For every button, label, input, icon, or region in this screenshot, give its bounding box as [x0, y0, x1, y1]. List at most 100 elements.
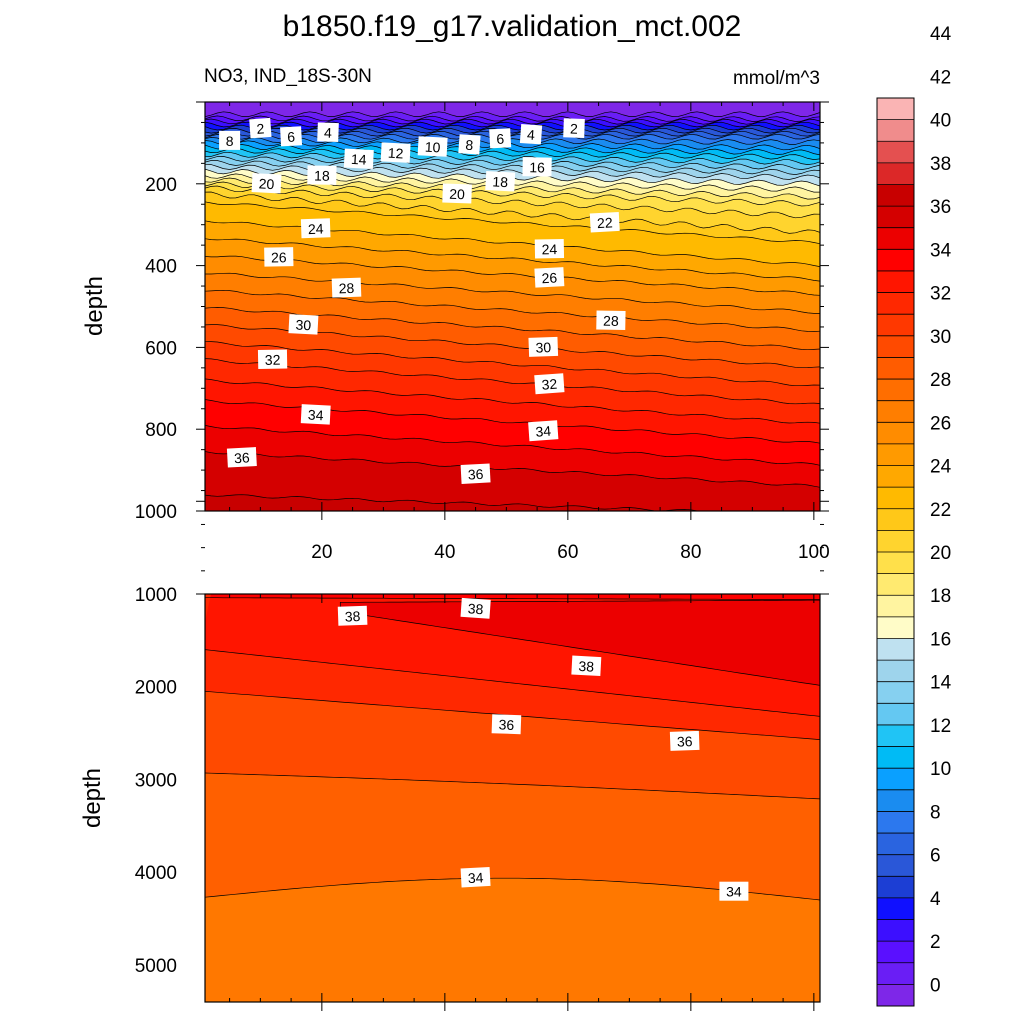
y-tick-label: 400: [145, 257, 177, 278]
contour-label-box: [571, 655, 602, 677]
lower-contour-line: [205, 649, 820, 717]
upper-contour-line: [205, 341, 820, 387]
y-tick-label: 5000: [135, 956, 177, 977]
colorbar-box: [877, 876, 914, 899]
contour-label: 2: [249, 117, 272, 139]
x-tick-label: 80: [680, 542, 701, 563]
contour-label-text: 28: [338, 280, 354, 297]
contour-label: 34: [719, 881, 749, 901]
colorbar-box: [877, 206, 914, 229]
colorbar-box: [877, 98, 914, 120]
contour-label-box: [534, 238, 565, 259]
lower-fill-band-lens: [339, 599, 820, 686]
contour-label-box: [491, 714, 522, 735]
y-tick-label: 200: [145, 175, 177, 196]
upper-contour-line: [205, 151, 820, 165]
upper-contour-line: [205, 378, 820, 424]
contour-label-box: [331, 277, 362, 298]
contour-label: 8: [458, 134, 481, 155]
x-tick-label: 40: [434, 542, 455, 563]
contour-label-text: 34: [726, 884, 742, 900]
colorbar-label: 36: [930, 197, 951, 218]
colorbar-box: [877, 573, 914, 596]
upper-fill-band: [205, 451, 820, 511]
contour-label-box: [343, 148, 374, 170]
lower-panel: 1000 2000 3000 4000 5000 38 38 38 36 36 34 34 dept…: [79, 500, 829, 1011]
contour-label: 38: [337, 605, 368, 626]
colorbar-box: [877, 487, 914, 510]
colorbar-box: [877, 379, 914, 401]
colorbar-box: [877, 270, 914, 293]
upper-contour-line: [205, 551, 820, 553]
contour-label: 4: [317, 122, 339, 143]
colorbar-box: [877, 962, 914, 985]
contour-label-text: 14: [351, 151, 368, 168]
contour-label-box: [300, 218, 331, 239]
upper-contour-line: [205, 140, 820, 151]
colorbar-label: 40: [930, 111, 951, 132]
contour-label: 36: [491, 714, 522, 735]
contour-label-text: 28: [603, 313, 619, 329]
colorbar-frame: [876, 97, 915, 1007]
colorbar-box: [877, 119, 914, 142]
colorbar-box: [877, 616, 914, 639]
contour-label: 20: [251, 173, 282, 194]
contour-label-box: [219, 130, 241, 150]
contour-label-box: [460, 463, 491, 484]
contour-label: 34: [460, 866, 491, 888]
contour-label-text: 38: [345, 608, 361, 625]
contour-label-box: [534, 267, 565, 288]
colorbar-label: 30: [930, 327, 951, 348]
y-tick-label: 3000: [135, 770, 177, 791]
contour-label: 2: [563, 118, 585, 138]
contour-label: 26: [264, 247, 294, 267]
lower-contour-line: [205, 597, 820, 600]
contour-label-text: 4: [324, 125, 333, 141]
upper-fill-band: [205, 516, 820, 553]
colorbar-box: [877, 422, 914, 445]
contour-label-text: 6: [287, 129, 296, 145]
colorbar-label: 42: [930, 67, 951, 88]
contour-label-box: [522, 157, 552, 177]
contour-label-box: [489, 128, 512, 149]
contour-label: 36: [226, 447, 257, 468]
contour-label-text: 26: [541, 269, 558, 286]
contour-label: 34: [528, 420, 559, 442]
colorbar: 0246810121416182022242628303234363840424…: [876, 24, 952, 1007]
contour-label-box: [460, 597, 491, 619]
contour-label: 24: [300, 218, 331, 239]
contour-label-text: 20: [258, 175, 275, 192]
colorbar-box: [877, 681, 914, 704]
colorbar-label: 14: [930, 673, 952, 694]
contour-label-box: [528, 336, 559, 357]
upper-contour-line: [205, 425, 820, 466]
contour-label: 26: [534, 267, 565, 288]
contour-label-box: [249, 117, 272, 139]
contour-label-text: 34: [308, 407, 325, 424]
y-tick-label: 800: [145, 420, 177, 441]
contour-label: 38: [571, 655, 602, 677]
upper-contour-line: [205, 115, 820, 122]
y-tick-label: 4000: [135, 863, 177, 884]
contour-label: 36: [460, 463, 491, 484]
contour-label-text: 38: [578, 658, 595, 675]
upper-contour-line: [205, 111, 820, 117]
colorbar-label: 12: [930, 716, 951, 737]
chart-units-label: mmol/m^3: [733, 68, 820, 89]
contour-label-box: [380, 142, 411, 163]
lower-contour-fill: [205, 594, 820, 1002]
contour-label-text: 24: [541, 241, 557, 257]
colorbar-box: [877, 724, 914, 747]
contour-label-box: [226, 447, 257, 468]
contour-label-text: 16: [529, 159, 545, 175]
colorbar-box: [877, 638, 914, 661]
upper-contour-line: [205, 118, 820, 125]
colorbar-box: [877, 292, 914, 315]
contour-label-box: [251, 173, 282, 194]
contour-label: 38: [460, 597, 491, 619]
contour-label: 36: [669, 730, 700, 751]
contour-label-box: [563, 118, 585, 138]
contour-label: 22: [589, 211, 620, 233]
colorbar-label: 24: [930, 457, 952, 478]
